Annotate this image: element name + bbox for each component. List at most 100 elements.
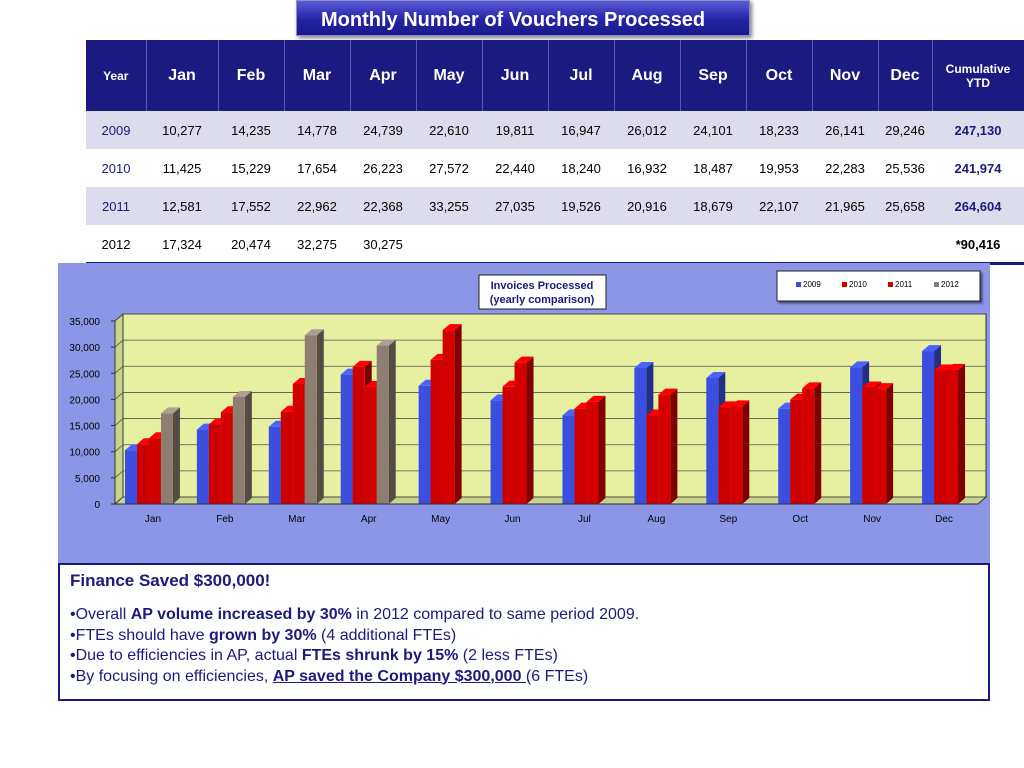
bar-front [430,359,443,504]
table-cell [812,225,878,263]
table-cell [548,225,614,263]
bar-top [514,356,534,363]
gridline [114,418,986,426]
table-cell: 19,811 [482,111,548,149]
bar-2011-jul [586,395,606,504]
bar-front [280,411,293,504]
bar-top [874,383,894,390]
bar-top [376,339,396,346]
y-tick-label: 30,000 [69,343,100,354]
table-cell: 10,277 [146,111,218,149]
table-cell: 20,916 [614,187,680,225]
bar-2011-sep [730,400,750,504]
bar-front [946,369,959,504]
bar-2011-aug [658,388,678,504]
table-cell: 14,235 [218,111,284,149]
table-cell: 22,368 [350,187,416,225]
table-row: 2011 12,581 17,552 22,962 22,368 33,255 … [86,187,1024,225]
legend-entries: 2009 2010 2011 2012 [796,280,959,289]
bar-side [316,329,324,504]
x-tick-label: Oct [792,514,808,525]
header-dec: Dec [878,40,933,111]
table-cell: 22,610 [416,111,482,149]
table-cell: 14,778 [284,111,350,149]
invoices-chart: Invoices Processed (yearly comparison) 20… [69,270,988,525]
x-tick-label: Jan [145,514,161,525]
bar-front [160,413,173,504]
bar-front [850,367,863,504]
table-cell: 17,654 [284,149,350,187]
table-cell: 22,440 [482,149,548,187]
bar-top [442,324,462,331]
x-tick-label: Aug [647,514,665,525]
table-cell [878,225,932,263]
bar-front [364,387,377,504]
bar-front [862,387,875,504]
bar-2011-dec [946,363,966,504]
table-cell: 2009 [86,111,146,149]
bar-top [802,382,822,389]
bar-top [304,329,324,336]
bar-front [136,444,149,504]
bar-2012-apr [376,339,396,504]
table-cell [614,225,680,263]
table-cell: 17,552 [218,187,284,225]
bar-front [574,408,587,504]
table-cell: 22,107 [746,187,812,225]
bar-2011-may [442,324,462,504]
chart-title-box [478,274,607,310]
bar-front [778,408,791,504]
table-cell: 18,487 [680,149,746,187]
bar-side [958,363,966,504]
table-cell: 2010 [86,149,146,187]
bar-side [670,388,678,504]
table-cell-cumulative: *90,416 [932,225,1024,263]
gridline [114,496,986,505]
header-jun: Jun [482,40,549,111]
table-cell: 27,572 [416,149,482,187]
legend-swatch [934,282,939,287]
bar-front [730,406,743,504]
gridline [114,313,986,322]
bar-front [208,424,221,504]
bar-side [172,407,180,504]
bar-side [454,324,462,504]
table-cell: 2012 [86,225,146,263]
table-cell: 16,947 [548,111,614,149]
bar-side [598,395,606,504]
gridline [114,444,986,453]
notes-bullet-3: •Due to efficiencies in AP, actual FTEs … [70,647,558,664]
bar-front [586,401,599,504]
bar-2012-mar [304,329,324,504]
table-cell: 25,536 [878,149,932,187]
bar-2012-jan [160,407,180,504]
table-cell: 24,739 [350,111,416,149]
bar-front [340,374,353,504]
x-tick-label: Mar [288,514,306,525]
bar-front [634,367,647,504]
bar-top [232,390,252,397]
bar-top [862,381,882,388]
table-row: 2012 17,324 20,474 32,275 30,275 *90,416 [86,225,1024,263]
y-tick-label: 5,000 [75,474,100,485]
table-cell [746,225,812,263]
legend-label: 2009 [803,280,821,289]
table-cell: 29,246 [878,111,932,149]
table-row: 2009 10,277 14,235 14,778 24,739 22,610 … [86,111,1024,149]
bar-side [814,382,822,504]
table-cell-cumulative: 247,130 [932,111,1024,149]
table-cell: 22,283 [812,149,878,187]
header-jul: Jul [548,40,615,111]
table-cell: 2011 [86,187,146,225]
bar-top [706,371,726,378]
bar-front [658,394,671,504]
legend-label: 2012 [941,280,959,289]
table-cell [680,225,746,263]
header-mar: Mar [284,40,351,111]
bar-front [502,386,515,504]
slide-title: Monthly Number of Vouchers Processed [296,0,750,36]
x-tick-label: May [431,514,450,525]
table-cell: 17,324 [146,225,218,263]
table-header-row: Year Jan Feb Mar Apr May Jun Jul Aug Sep… [86,40,1024,111]
table-cell: 21,965 [812,187,878,225]
